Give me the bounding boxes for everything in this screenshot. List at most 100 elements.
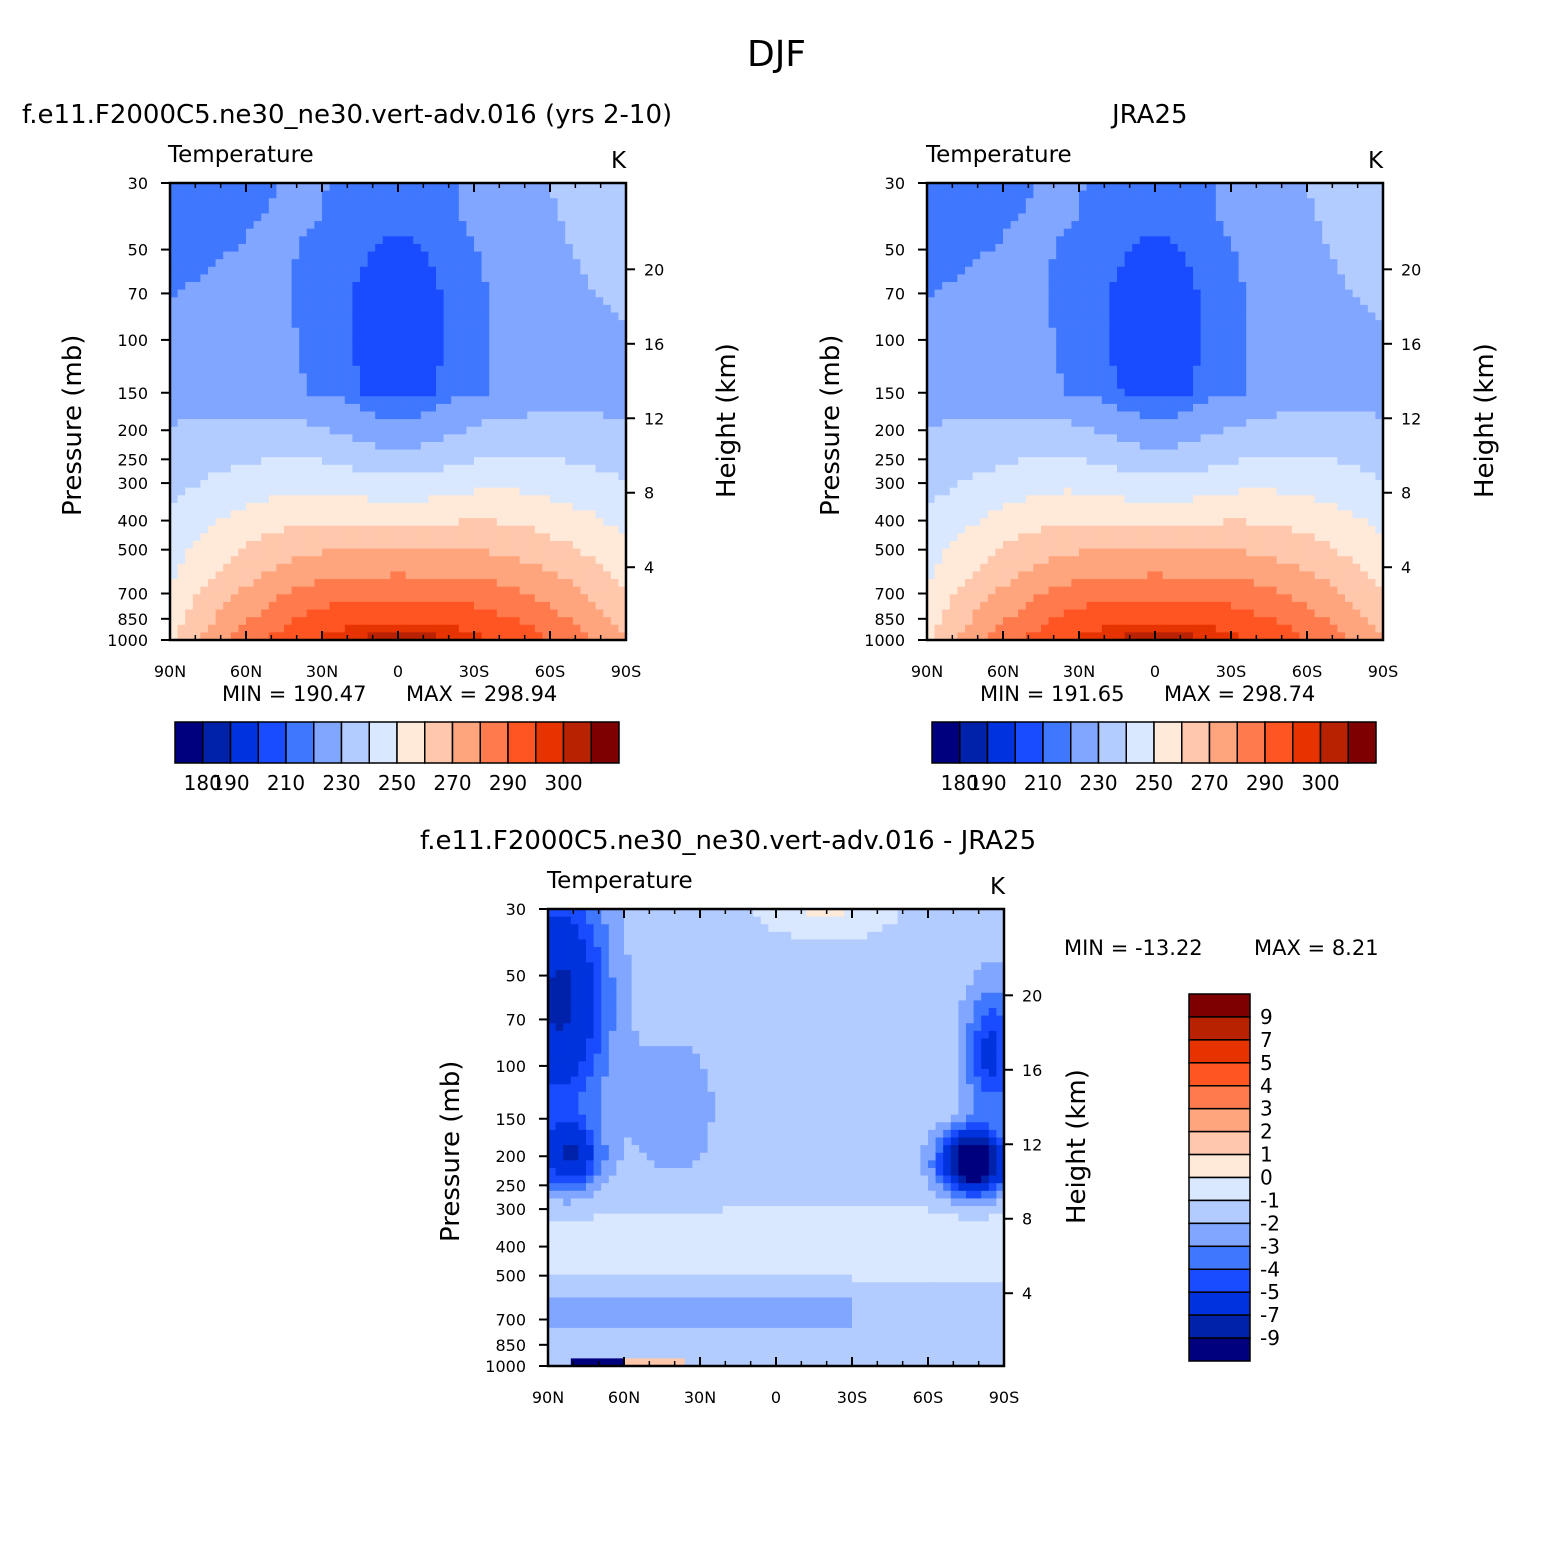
- field-cell: [519, 350, 528, 359]
- field-cell: [474, 205, 483, 215]
- field-cell: [223, 464, 232, 474]
- field-cell: [238, 190, 247, 199]
- field-cell: [1132, 259, 1141, 268]
- field-cell: [580, 632, 589, 641]
- field-cell: [398, 464, 407, 474]
- field-cell: [965, 297, 974, 306]
- field-cell: [382, 472, 391, 481]
- field-cell: [519, 563, 528, 573]
- field-cell: [466, 441, 475, 451]
- field-cell: [360, 426, 369, 435]
- field-cell: [610, 563, 619, 573]
- field-cell: [534, 419, 543, 428]
- field-cell: [322, 510, 331, 519]
- field-cell: [428, 411, 437, 420]
- field-cell: [337, 510, 346, 519]
- field-cell: [1086, 266, 1095, 275]
- field-cell: [1003, 312, 1012, 321]
- field-cell: [527, 480, 536, 489]
- field-cell: [1048, 183, 1057, 192]
- field-cell: [284, 411, 293, 420]
- field-cell: [352, 327, 361, 336]
- field-cell: [504, 502, 513, 512]
- field-cell: [965, 183, 974, 192]
- field-cell: [352, 464, 361, 474]
- field-cell: [390, 381, 399, 390]
- field-cell: [980, 342, 989, 352]
- field-cell: [1048, 335, 1057, 344]
- field-cell: [1299, 304, 1308, 314]
- field-cell: [208, 243, 217, 253]
- field-cell: [1299, 205, 1308, 215]
- field-cell: [284, 312, 293, 321]
- field-cell: [595, 525, 604, 534]
- field-cell: [451, 449, 460, 458]
- field-cell: [588, 350, 597, 359]
- field-cell: [170, 617, 179, 626]
- field-cell: [1162, 228, 1171, 237]
- field-cell: [1041, 251, 1050, 260]
- field-cell: [246, 609, 255, 618]
- field-cell: [375, 381, 384, 390]
- field-cell: [550, 358, 559, 367]
- field-cell: [253, 342, 262, 352]
- field-cell: [420, 495, 429, 504]
- field-cell: [200, 320, 209, 329]
- field-cell: [542, 388, 551, 397]
- field-cell: [428, 480, 437, 489]
- field-cell: [610, 304, 619, 314]
- field-cell: [390, 419, 399, 428]
- field-cell: [253, 426, 262, 435]
- field-cell: [512, 358, 521, 367]
- field-cell: [474, 350, 483, 359]
- field-cell: [1345, 205, 1354, 215]
- field-cell: [329, 518, 338, 527]
- field-cell: [542, 259, 551, 268]
- field-cell: [367, 426, 376, 435]
- field-cell: [995, 221, 1004, 230]
- field-cell: [458, 183, 467, 192]
- field-cell: [1337, 289, 1346, 298]
- field-cell: [322, 342, 331, 352]
- field-cell: [192, 327, 201, 336]
- field-cell: [192, 632, 201, 641]
- field-cell: [367, 563, 376, 573]
- field-cell: [1307, 221, 1316, 230]
- field-cell: [1185, 183, 1194, 192]
- field-cell: [1269, 205, 1278, 215]
- field-cell: [1056, 312, 1065, 321]
- field-cell: [1291, 342, 1300, 352]
- field-cell: [223, 472, 232, 481]
- field-cell: [1101, 350, 1110, 359]
- field-cell: [496, 510, 505, 519]
- field-cell: [375, 533, 384, 542]
- field-cell: [603, 274, 612, 283]
- field-cell: [1003, 320, 1012, 329]
- field-cell: [420, 342, 429, 352]
- field-cell: [1071, 198, 1080, 207]
- field-cell: [253, 617, 262, 626]
- field-cell: [223, 335, 232, 344]
- field-cell: [618, 350, 627, 359]
- field-cell: [268, 411, 277, 420]
- field-cell: [481, 396, 490, 405]
- field-cell: [557, 563, 566, 573]
- field-cell: [352, 236, 361, 245]
- field-cell: [314, 495, 323, 504]
- field-cell: [1071, 205, 1080, 215]
- field-cell: [375, 365, 384, 375]
- field-cell: [519, 327, 528, 336]
- field-cell: [1010, 335, 1019, 344]
- field-cell: [185, 518, 194, 527]
- field-cell: [603, 594, 612, 603]
- field-cell: [360, 304, 369, 314]
- field-cell: [458, 556, 467, 565]
- field-cell: [565, 213, 574, 222]
- field-cell: [451, 594, 460, 603]
- field-cell: [1307, 350, 1316, 359]
- field-cell: [238, 624, 247, 633]
- field-cell: [527, 601, 536, 611]
- field-cell: [1291, 350, 1300, 359]
- field-cell: [618, 472, 627, 481]
- field-cell: [1322, 327, 1331, 336]
